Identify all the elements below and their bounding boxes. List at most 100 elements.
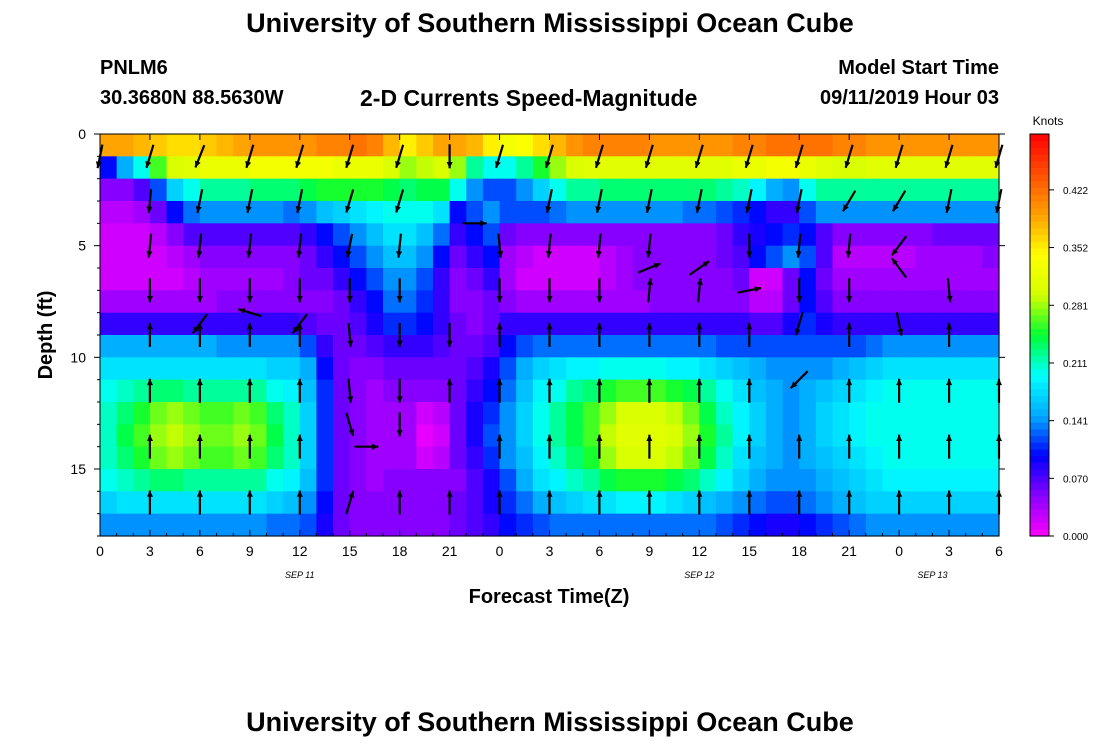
- heatmap-cell: [432, 379, 451, 403]
- heatmap-cell: [799, 156, 817, 180]
- vector-head: [196, 251, 203, 258]
- current-vector: [396, 378, 403, 403]
- heatmap-cell: [316, 469, 334, 492]
- current-vector: [637, 262, 661, 274]
- heatmap-cell: [982, 469, 1000, 492]
- heatmap-cell: [715, 312, 734, 336]
- heatmap-cell: [915, 245, 934, 269]
- heatmap-cell: [982, 379, 1000, 403]
- heatmap-cell: [383, 446, 401, 470]
- heatmap-cell: [616, 201, 634, 224]
- heatmap-cell: [616, 290, 634, 314]
- heatmap-cell: [216, 424, 234, 448]
- x-tick-label: 0: [96, 543, 104, 559]
- heatmap-cell: [765, 245, 784, 269]
- heatmap-cell: [249, 379, 268, 403]
- colorbar-segment: [1030, 234, 1049, 242]
- heatmap-cell: [183, 402, 201, 425]
- y-axis-label: Depth (ft): [35, 291, 57, 380]
- heatmap-cell: [915, 156, 934, 180]
- current-vector: [295, 144, 305, 169]
- heatmap-cell: [832, 134, 850, 157]
- heatmap-cell: [649, 312, 667, 336]
- heatmap-cell: [965, 245, 983, 269]
- heatmap-cell: [765, 335, 784, 358]
- heatmap-cell: [516, 156, 534, 180]
- heatmap-cell: [166, 491, 184, 515]
- current-vector: [146, 188, 153, 214]
- heatmap-cell: [899, 446, 917, 470]
- heatmap-cell: [799, 268, 817, 291]
- heatmap-cell: [582, 178, 601, 202]
- current-vector: [946, 323, 953, 347]
- colorbar-segment: [1030, 415, 1049, 423]
- current-vector: [345, 189, 355, 213]
- heatmap-cell: [316, 379, 334, 403]
- heatmap-cell: [266, 513, 284, 537]
- heatmap-cell: [516, 446, 534, 470]
- heatmap-cell: [333, 469, 351, 492]
- heatmap-cell: [249, 469, 268, 492]
- vector-head: [396, 490, 403, 497]
- current-vector: [395, 189, 405, 213]
- heatmap-cell: [199, 424, 218, 448]
- current-vector: [546, 490, 553, 515]
- vector-head: [846, 296, 853, 303]
- vector-head: [896, 434, 903, 441]
- vector-head: [696, 434, 703, 441]
- heatmap-cell: [849, 290, 867, 314]
- heatmap-cell: [899, 201, 917, 224]
- heatmap-cell: [116, 424, 134, 448]
- heatmap-cell: [100, 424, 118, 448]
- heatmap-cell: [865, 178, 884, 202]
- heatmap-cell: [632, 245, 650, 269]
- heatmap-cell: [865, 268, 884, 291]
- heatmap-cell: [832, 245, 850, 269]
- heatmap-cell: [815, 379, 834, 403]
- vector-head: [546, 490, 553, 497]
- current-vector: [944, 144, 954, 169]
- heatmap-cell: [849, 402, 867, 425]
- heatmap-cell: [882, 513, 900, 537]
- heatmap-cell: [399, 446, 417, 470]
- vector-head: [646, 278, 653, 285]
- heatmap-cell: [149, 290, 168, 314]
- heatmap-cell: [366, 201, 384, 224]
- heatmap-cell: [432, 446, 451, 470]
- vector-head: [296, 490, 303, 497]
- heatmap-cell: [965, 335, 983, 358]
- heatmap-cell: [982, 491, 1000, 515]
- current-vector: [495, 144, 505, 169]
- heatmap-cell: [383, 469, 401, 492]
- heatmap-cell: [532, 268, 551, 291]
- current-vector: [546, 378, 553, 403]
- heatmap-cell: [882, 335, 900, 358]
- vector-head: [695, 206, 702, 213]
- heatmap-cell: [199, 513, 218, 537]
- heatmap-cell: [715, 357, 734, 381]
- heatmap-cell: [849, 357, 867, 381]
- heatmap-cell: [316, 424, 334, 448]
- current-vector: [946, 490, 953, 515]
- heatmap-cell: [449, 290, 467, 314]
- heatmap-cell: [399, 268, 417, 291]
- heatmap-cell: [283, 357, 301, 381]
- vector-head: [946, 295, 953, 303]
- x-tick-label: 12: [292, 543, 308, 559]
- heatmap-cell: [782, 491, 800, 515]
- heatmap-cell: [449, 156, 467, 180]
- current-vector: [546, 278, 553, 303]
- vector-head: [496, 434, 503, 441]
- heatmap-cell: [632, 357, 650, 381]
- vector-head: [790, 381, 798, 389]
- heatmap-cell: [682, 312, 700, 336]
- heatmap-cell: [199, 491, 218, 515]
- vector-head: [892, 204, 899, 212]
- heatmap-cell: [416, 424, 434, 448]
- heatmap-cell: [133, 223, 151, 247]
- heatmap-cell: [199, 134, 218, 157]
- colorbar-segment: [1030, 154, 1049, 162]
- heatmap-cell: [283, 469, 301, 492]
- heatmap-cell: [782, 513, 800, 537]
- heatmap-cell: [549, 379, 567, 403]
